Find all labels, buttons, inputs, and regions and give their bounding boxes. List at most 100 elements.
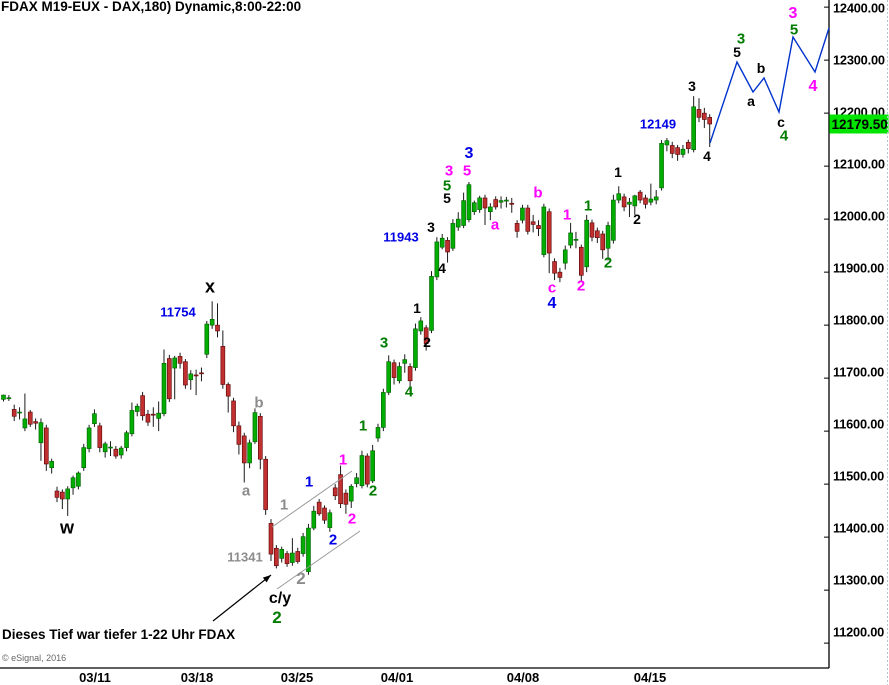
candle-down bbox=[60, 491, 65, 500]
candle-down bbox=[621, 196, 627, 208]
candle-up bbox=[573, 238, 579, 241]
wave-label: 1 bbox=[614, 164, 622, 180]
wave-label: 1 bbox=[280, 496, 288, 513]
candle-down bbox=[33, 421, 38, 424]
candle-up bbox=[188, 373, 194, 381]
wave-label: 4 bbox=[405, 383, 414, 400]
candle-up bbox=[568, 232, 573, 246]
candle-down bbox=[482, 197, 488, 209]
candle-up bbox=[327, 512, 333, 528]
candle-down bbox=[600, 233, 606, 251]
candle-down bbox=[493, 199, 499, 208]
candle-up bbox=[311, 510, 317, 529]
wave-label: b bbox=[757, 60, 766, 76]
wave-label: c bbox=[777, 114, 785, 130]
last-price-badge: 12179.50 bbox=[829, 114, 889, 134]
candle-up bbox=[209, 319, 215, 326]
candle-up bbox=[611, 199, 616, 241]
candle-down bbox=[225, 384, 231, 397]
x-axis-label: 04/08 bbox=[507, 670, 540, 685]
y-axis-label: 11500.00 bbox=[833, 469, 884, 484]
candle-down bbox=[322, 507, 327, 521]
candle-up bbox=[279, 549, 285, 559]
wave-label: 1 bbox=[584, 197, 592, 214]
wave-label: 2 bbox=[577, 277, 585, 294]
candle-up bbox=[461, 200, 466, 226]
channel-line bbox=[276, 530, 361, 590]
candle-up bbox=[627, 201, 632, 205]
candle-up bbox=[161, 362, 167, 414]
candle-up bbox=[1, 394, 6, 400]
y-axis-label: 12400.00 bbox=[833, 1, 885, 16]
candle-up bbox=[691, 106, 696, 151]
candle-down bbox=[43, 427, 49, 465]
candle-down bbox=[167, 358, 172, 400]
candle-down bbox=[338, 474, 343, 505]
candle-down bbox=[241, 435, 247, 464]
candle-up bbox=[648, 198, 654, 203]
candle-down bbox=[391, 362, 397, 378]
candle-down bbox=[274, 547, 279, 567]
last-price-badge-text: 12179.50 bbox=[832, 117, 888, 132]
candle-down bbox=[236, 425, 242, 445]
y-axis-label: 12300.00 bbox=[833, 53, 885, 68]
candle-up bbox=[65, 488, 70, 500]
candle-down bbox=[177, 356, 183, 364]
wave-label: 2 bbox=[272, 608, 281, 627]
x-axis-label: 03/25 bbox=[281, 670, 314, 685]
candle-down bbox=[295, 551, 301, 562]
wave-label: a bbox=[747, 93, 755, 109]
y-axis-label: 11800.00 bbox=[833, 313, 884, 328]
candle-up bbox=[22, 418, 28, 429]
wave-label: 4 bbox=[780, 127, 789, 144]
wave-label: a bbox=[491, 216, 500, 233]
candle-up bbox=[108, 446, 113, 449]
candle-up bbox=[348, 485, 354, 502]
candle-up bbox=[397, 366, 402, 382]
candle-down bbox=[220, 346, 226, 385]
candle-up bbox=[504, 199, 509, 202]
copyright: © eSignal, 2016 bbox=[2, 653, 66, 663]
wave-label: 4 bbox=[438, 260, 446, 276]
candle-down bbox=[332, 487, 338, 497]
candle-down bbox=[263, 458, 268, 510]
wave-label: 3 bbox=[445, 162, 453, 179]
wave-overlays bbox=[212, 27, 830, 622]
candle-up bbox=[418, 320, 424, 332]
x-axis-label: 04/15 bbox=[634, 670, 667, 685]
candle-down bbox=[702, 112, 707, 120]
candle-down bbox=[113, 448, 119, 457]
y-axis-label: 11700.00 bbox=[833, 365, 884, 380]
swing-price-label: 11943 bbox=[383, 230, 418, 245]
candle-down bbox=[514, 223, 520, 232]
wave-label: b bbox=[254, 394, 263, 411]
candle-up bbox=[434, 241, 440, 278]
y-axis-label: 12100.00 bbox=[833, 157, 885, 172]
candle-up bbox=[300, 536, 306, 554]
candle-up bbox=[252, 412, 258, 443]
candle-up bbox=[386, 361, 392, 393]
candle-down bbox=[525, 207, 531, 232]
candle-down bbox=[316, 501, 322, 515]
candle-up bbox=[520, 207, 525, 221]
wave-label: 1 bbox=[563, 206, 571, 223]
candle-up bbox=[466, 184, 472, 220]
candle-down bbox=[696, 109, 702, 118]
wave-label: 2 bbox=[329, 531, 337, 548]
candle-up bbox=[429, 276, 434, 331]
candle-up bbox=[370, 450, 375, 482]
candle-up bbox=[584, 219, 589, 268]
swing-price-label: 12149 bbox=[640, 117, 676, 132]
candle-down bbox=[552, 261, 557, 274]
wave-label: w bbox=[59, 517, 75, 537]
candle-down bbox=[140, 395, 145, 417]
candle-down bbox=[530, 221, 536, 225]
wave-label: 3 bbox=[380, 334, 388, 351]
chart-title: FDAX M19-EUX - DAX,180) Dynamic,8:00-22:… bbox=[1, 0, 301, 14]
candle-down bbox=[54, 490, 60, 498]
candle-up bbox=[247, 442, 252, 464]
candle-up bbox=[541, 206, 547, 255]
candle-up bbox=[659, 143, 664, 189]
candle-up bbox=[86, 427, 92, 449]
